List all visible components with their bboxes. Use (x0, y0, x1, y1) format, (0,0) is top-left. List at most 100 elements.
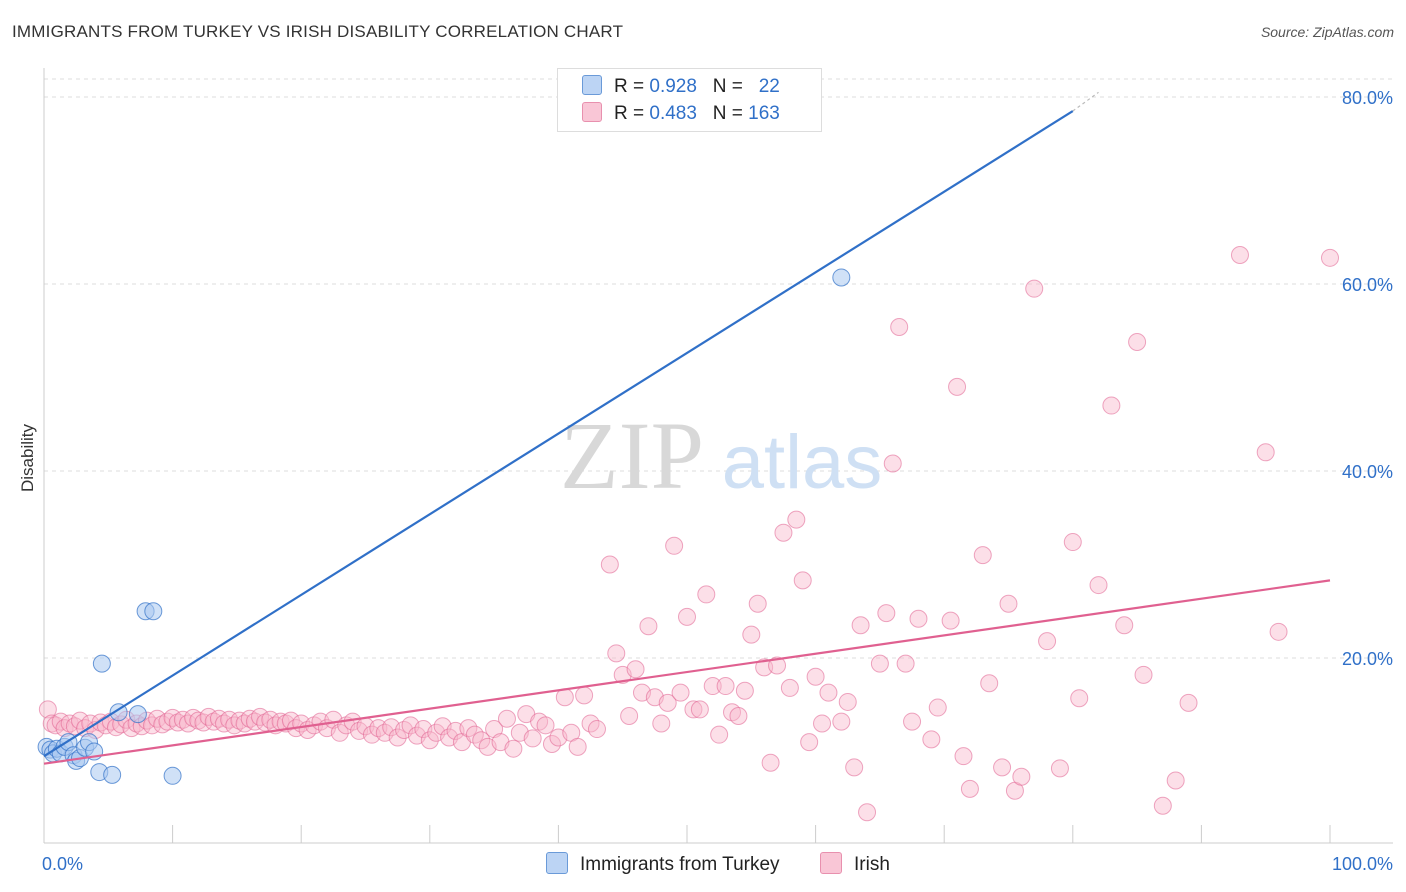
irish-point (870, 654, 889, 673)
turkey-trend-extension (1072, 91, 1099, 112)
irish-point (1089, 576, 1108, 595)
legend-r-value-turkey: 0.928 (649, 76, 697, 97)
irish-point (1102, 396, 1121, 415)
irish-point (1256, 443, 1275, 462)
irish-point (220, 710, 239, 729)
irish-point (858, 803, 877, 822)
bottom-legend-label-irish: Irish (854, 854, 890, 875)
irish-point (909, 609, 928, 628)
irish-point (948, 377, 967, 396)
turkey-point (832, 268, 851, 287)
bottom-legend-irish: Irish (820, 852, 890, 876)
trend-lines (43, 91, 1331, 765)
irish-point (973, 546, 992, 565)
chart-title: IMMIGRANTS FROM TURKEY VS IRISH DISABILI… (12, 22, 624, 41)
irish-point (1166, 771, 1185, 790)
turkey-point (144, 602, 163, 621)
irish-point (800, 733, 819, 752)
irish-point (697, 585, 716, 604)
irish-point (793, 571, 812, 590)
tick-labels: 20.0% 40.0% 60.0% 80.0% 0.0% 100.0% (42, 88, 1393, 874)
irish-point (568, 737, 587, 756)
irish-point (735, 681, 754, 700)
irish-point (1038, 632, 1057, 651)
irish-point (1063, 533, 1082, 552)
irish-point (941, 611, 960, 630)
irish-point (256, 713, 275, 732)
irish-point (787, 510, 806, 529)
irish-point (639, 617, 658, 636)
irish-point (536, 716, 555, 735)
irish-point (890, 318, 909, 337)
irish-point (729, 706, 748, 725)
irish-point (742, 625, 761, 644)
turkey-point (128, 705, 147, 724)
irish-point (845, 758, 864, 777)
legend-n-value-turkey: 22 (758, 76, 780, 97)
irish-point (497, 709, 516, 728)
irish-point (184, 708, 203, 727)
y-tick-label: 60.0% (1342, 275, 1393, 295)
irish-point (652, 714, 671, 733)
irish-point (1128, 332, 1147, 351)
irish-point (1153, 796, 1172, 815)
irish-point (388, 728, 407, 747)
irish-point (1230, 246, 1249, 265)
irish-point (813, 714, 832, 733)
irish-point (1321, 248, 1339, 267)
irish-point (954, 747, 973, 766)
legend-swatch-irish (582, 102, 602, 122)
irish-point (710, 725, 729, 744)
irish-point (420, 731, 439, 750)
irish-point (38, 700, 57, 719)
irish-point (1134, 665, 1153, 684)
stats-legend: R = 0.928 N = 22 R = 0.483 N = 163 (557, 68, 822, 132)
irish-point (459, 719, 478, 738)
legend-row-turkey: R = 0.928 N = 22 (582, 75, 780, 99)
irish-point (148, 709, 167, 728)
irish-point (671, 683, 690, 702)
axes (43, 68, 1393, 844)
irish-point (1179, 693, 1198, 712)
irish-point (620, 706, 639, 725)
irish-point (690, 700, 709, 719)
irish-point (768, 656, 787, 675)
irish-point (761, 753, 780, 772)
irish-points (38, 246, 1339, 822)
irish-point (684, 700, 703, 719)
irish-point (928, 698, 947, 717)
irish-point (626, 660, 645, 679)
y-axis-label: Disability (18, 423, 37, 493)
irish-point (780, 678, 799, 697)
irish-point (523, 729, 542, 748)
irish-point (587, 720, 606, 739)
turkey-point (103, 765, 122, 784)
y-tick-label: 40.0% (1342, 462, 1393, 482)
irish-point (542, 735, 561, 754)
irish-point (774, 523, 793, 542)
turkey-point (92, 654, 111, 673)
irish-point (716, 677, 735, 696)
source-label: Source: ZipAtlas.com (1260, 24, 1394, 40)
irish-point (575, 686, 594, 705)
irish-point (896, 654, 915, 673)
irish-point (658, 693, 677, 712)
grid-lines (44, 78, 1393, 659)
irish-point (600, 555, 619, 574)
legend-r-label: R = (614, 76, 645, 97)
irish-point (369, 719, 388, 738)
irish-point (1269, 622, 1288, 641)
bottom-legend-turkey: Immigrants from Turkey (546, 852, 780, 876)
irish-point (838, 692, 857, 711)
turkey-trend-line (43, 110, 1074, 758)
y-tick-label: 80.0% (1342, 88, 1393, 108)
bottom-legend-label-turkey: Immigrants from Turkey (580, 854, 780, 875)
irish-point (851, 616, 870, 635)
irish-point (999, 594, 1018, 613)
irish-point (665, 536, 684, 555)
legend-n-label: N = (712, 103, 743, 124)
irish-point (877, 604, 896, 623)
bottom-legend-swatch-irish (820, 852, 842, 874)
legend-row-irish: R = 0.483 N = 163 (582, 102, 780, 126)
